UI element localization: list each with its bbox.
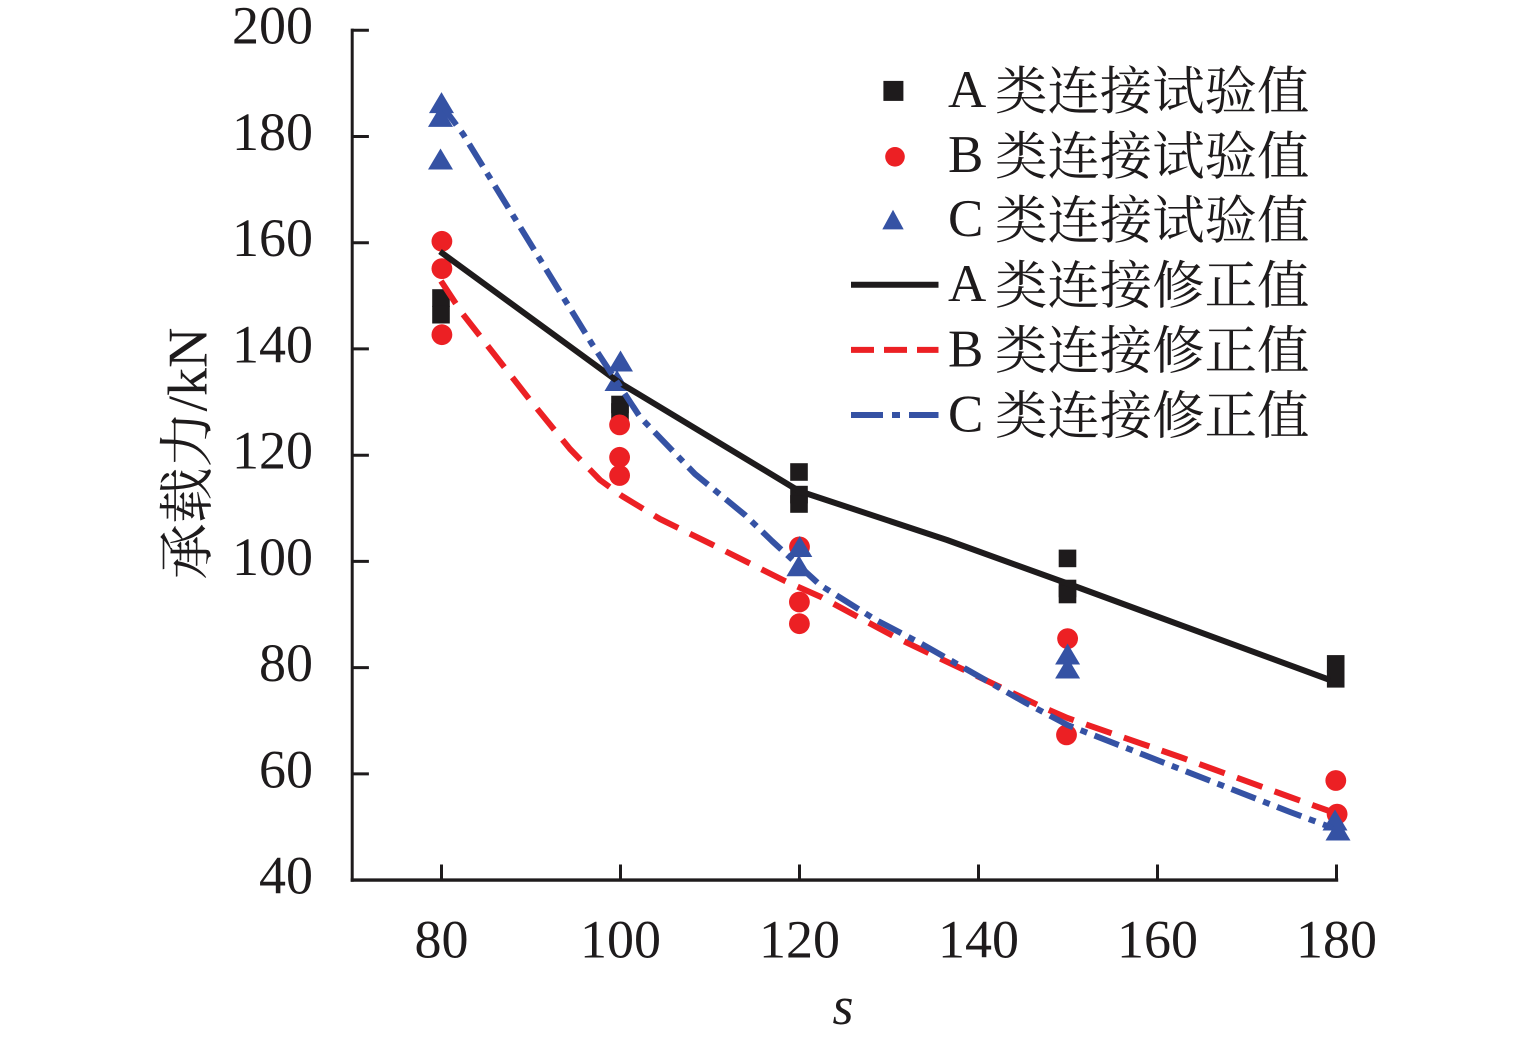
svg-text:160: 160 xyxy=(232,208,313,268)
svg-text:160: 160 xyxy=(1117,910,1198,970)
svg-text:80: 80 xyxy=(415,910,469,970)
svg-text:200: 200 xyxy=(232,0,313,56)
svg-text:180: 180 xyxy=(1296,910,1377,970)
svg-text:140: 140 xyxy=(232,314,313,374)
svg-text:C: C xyxy=(948,190,983,248)
svg-text:B: B xyxy=(948,126,983,184)
svg-text:100: 100 xyxy=(580,910,661,970)
svg-text:180: 180 xyxy=(232,102,313,162)
svg-text:B: B xyxy=(948,320,983,378)
svg-text:60: 60 xyxy=(259,739,313,799)
svg-text:120: 120 xyxy=(759,910,840,970)
svg-text:/kN: /kN xyxy=(158,328,220,412)
svg-text:A: A xyxy=(948,61,986,119)
svg-text:40: 40 xyxy=(259,846,313,906)
svg-text:80: 80 xyxy=(259,633,313,693)
svg-text:120: 120 xyxy=(232,421,313,481)
svg-text:C: C xyxy=(948,385,983,443)
svg-text:100: 100 xyxy=(232,527,313,587)
svg-text:A: A xyxy=(948,255,986,313)
svg-text:s: s xyxy=(832,976,853,1036)
svg-text:140: 140 xyxy=(938,910,1019,970)
